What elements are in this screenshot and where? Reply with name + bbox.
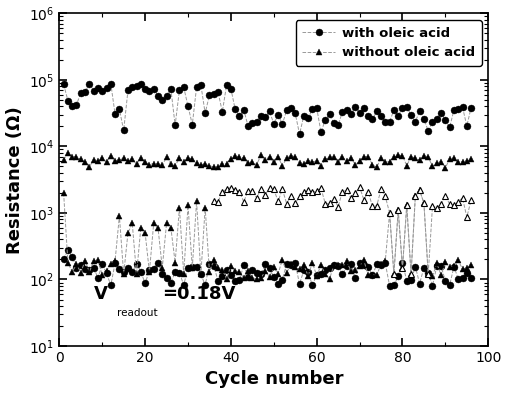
without oleic acid (468, 157, 474, 162)
without oleic acid (65, 151, 71, 155)
with oleic acid (241, 107, 247, 112)
without oleic acid (241, 155, 247, 160)
with oleic acid (180, 85, 187, 90)
Y-axis label: Resistance (Ω): Resistance (Ω) (6, 106, 23, 254)
without oleic acid (60, 158, 66, 162)
without oleic acid (442, 165, 448, 170)
with oleic acid (60, 82, 66, 87)
Legend: with oleic acid, without oleic acid: with oleic acid, without oleic acid (296, 20, 482, 66)
without oleic acid (438, 159, 444, 164)
without oleic acid (180, 159, 187, 164)
without oleic acid (121, 156, 127, 161)
Line: with oleic acid: with oleic acid (60, 80, 475, 138)
Line: without oleic acid: without oleic acid (60, 149, 475, 171)
with oleic acid (283, 108, 289, 113)
with oleic acid (468, 106, 474, 110)
Text: readout: readout (117, 308, 158, 318)
Text: =0.18V: =0.18V (162, 285, 236, 303)
with oleic acid (297, 132, 303, 136)
without oleic acid (283, 156, 289, 160)
with oleic acid (442, 118, 448, 123)
without oleic acid (271, 160, 277, 165)
with oleic acid (271, 121, 277, 126)
Text: V: V (94, 285, 107, 303)
with oleic acid (138, 81, 144, 86)
with oleic acid (116, 107, 122, 112)
X-axis label: Cycle number: Cycle number (204, 370, 343, 388)
